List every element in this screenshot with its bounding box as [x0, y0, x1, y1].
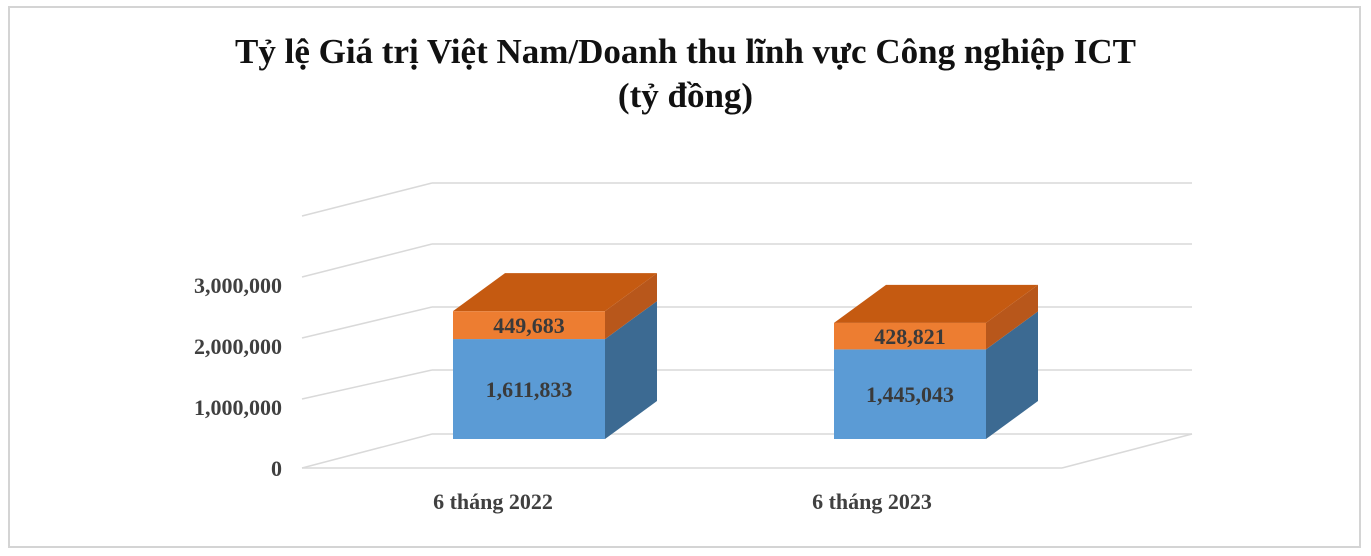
- gridline-side-0: [301, 433, 433, 469]
- gridline-side-2: [301, 306, 433, 339]
- y-tick-label: 0: [271, 456, 282, 481]
- gridline-side-4: [301, 182, 433, 217]
- floor-right-edge: [1061, 433, 1193, 469]
- x-tick-label: 6 tháng 2022: [433, 489, 553, 514]
- bar-front-0-0: [453, 339, 605, 439]
- bar-front-1-1: [834, 322, 986, 350]
- data-label-0-0: 1,611,833: [486, 377, 573, 402]
- bar-top-0: [453, 273, 657, 312]
- bars: 1,611,833 449,683 1,445,043 428,821: [453, 273, 1038, 439]
- y-axis-labels: 0 1,000,000 2,000,000 3,000,000: [194, 273, 282, 481]
- chart-title-block: Tỷ lệ Giá trị Việt Nam/Doanh thu lĩnh vự…: [0, 30, 1371, 118]
- gridlines: [301, 182, 1193, 469]
- gridline-side-3: [301, 243, 433, 278]
- y-tick-label: 2,000,000: [194, 334, 282, 359]
- bar-side-1-0: [986, 311, 1038, 439]
- bar-front-1-0: [834, 349, 986, 439]
- bar-front-0-1: [453, 311, 605, 340]
- chart-frame: [8, 6, 1361, 548]
- gridline-side-1: [301, 369, 433, 400]
- chart-title: Tỷ lệ Giá trị Việt Nam/Doanh thu lĩnh vự…: [235, 32, 1136, 71]
- data-label-1-0: 1,445,043: [866, 382, 954, 407]
- bar-side-1-1: [986, 284, 1038, 350]
- data-label-1-1: 428,821: [874, 324, 946, 349]
- data-label-0-1: 449,683: [493, 313, 565, 338]
- bar-top-1: [834, 284, 1038, 323]
- y-tick-label: 3,000,000: [194, 273, 282, 298]
- x-tick-label: 6 tháng 2023: [812, 489, 932, 514]
- y-tick-label: 1,000,000: [194, 395, 282, 420]
- bar-side-0-0: [605, 301, 657, 439]
- x-axis-labels: 6 tháng 2022 6 tháng 2023: [433, 489, 932, 514]
- bar-side-0-1: [605, 273, 657, 340]
- chart-subtitle: (tỷ đồng): [617, 76, 754, 115]
